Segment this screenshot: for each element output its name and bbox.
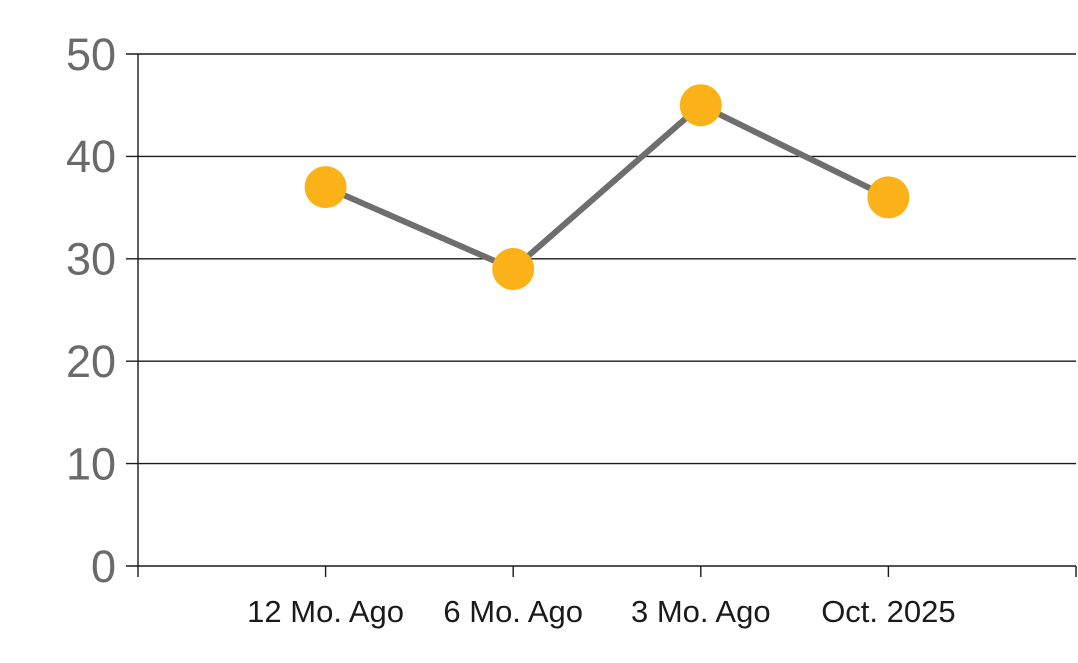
y-axis-tick-label: 40 [66,131,116,182]
x-axis-tick-label: 3 Mo. Ago [631,594,771,629]
y-axis-tick-label: 0 [91,541,116,592]
data-point-0 [304,166,347,209]
y-axis-tick-label: 30 [66,234,116,285]
data-point-2 [679,84,722,127]
x-axis-tick-label: Oct. 2025 [821,594,955,629]
x-axis-tick-label: 12 Mo. Ago [247,594,404,629]
y-axis-tick-label: 50 [66,29,116,80]
y-axis-tick-label: 20 [66,336,116,387]
y-axis-tick-label: 10 [66,438,116,489]
data-point-1 [492,248,535,291]
trend-line [324,101,890,273]
data-point-3 [867,176,910,219]
x-axis-tick-label: 6 Mo. Ago [443,594,583,629]
